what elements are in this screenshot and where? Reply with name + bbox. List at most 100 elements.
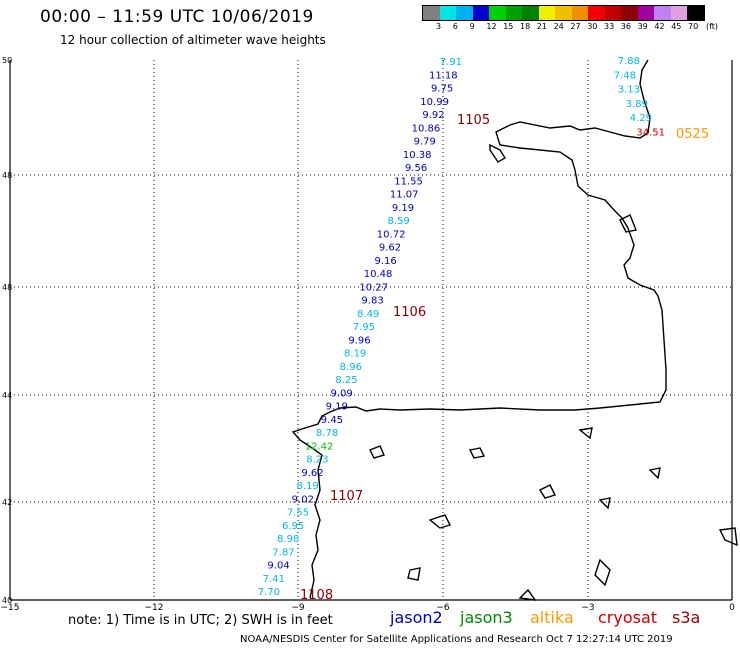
swh-value: 11.18 (429, 70, 458, 81)
swh-value: 9.96 (348, 335, 370, 346)
swh-value: 7.41 (263, 574, 285, 585)
swh-value: 9.92 (422, 110, 444, 121)
lat-label: 48 (2, 283, 12, 292)
scale-label: 3 (436, 22, 442, 31)
swh-value: 10.27 (359, 282, 388, 293)
scale-label: 39 (637, 22, 648, 31)
coast-channel (489, 143, 506, 163)
swh-value: 10.48 (364, 269, 393, 280)
scale-label: 70 (688, 22, 699, 31)
scale-swatch (687, 6, 704, 20)
coast-lake-10 (598, 497, 611, 510)
swh-value: 9.02 (292, 494, 314, 505)
swh-value: 11.55 (394, 176, 423, 187)
coast-lake-8 (578, 427, 593, 440)
legend-item-jason2: jason2 (390, 608, 443, 627)
swh-value: 9.19 (392, 203, 414, 214)
swh-value: 6.95 (282, 521, 304, 532)
map-title: 00:00 – 11:59 UTC 10/06/2019 (40, 7, 314, 27)
legend-item-jason3: jason3 (460, 608, 513, 627)
coast-lake-3 (518, 588, 537, 601)
swh-value: 3.89 (626, 99, 648, 110)
scale-label: 9 (469, 22, 475, 31)
swh-value: 7.95 (353, 322, 375, 333)
swh-value: 9.83 (361, 296, 383, 307)
lon-label: −3 (581, 603, 594, 613)
scale-label: 15 (503, 22, 514, 31)
swh-value: 8.19 (297, 481, 319, 492)
swh-value: 34.51 (636, 128, 665, 139)
coastline (291, 59, 738, 601)
swh-value: 9.45 (321, 415, 343, 426)
pass-label: 1105 (457, 113, 490, 128)
scale-label: 24 (553, 22, 564, 31)
pass-label: 1108 (300, 588, 333, 603)
swh-value: 7.70 (258, 587, 280, 598)
longitude-labels: −15 −12 −9 −6 −3 0 (1, 603, 736, 613)
scale-label: 18 (520, 22, 531, 31)
lon-label: 0 (729, 603, 735, 613)
swh-value: 9.56 (405, 163, 427, 174)
swh-value: 10.86 (412, 123, 441, 134)
scale-swatch (571, 6, 588, 20)
swh-value: 8.23 (306, 455, 328, 466)
scale-label: 42 (654, 22, 665, 31)
swh-value: 8.78 (316, 428, 338, 439)
pass-label: 1106 (393, 305, 426, 320)
scale-label: 27 (570, 22, 581, 31)
scale-swatch (588, 6, 605, 20)
swh-value: 8.59 (388, 216, 410, 227)
map-frame (9, 60, 733, 601)
swh-value: 9.79 (414, 137, 436, 148)
scale-swatch (555, 6, 572, 20)
swh-value: 7.91 (440, 57, 462, 68)
swh-value: 8.49 (357, 309, 379, 320)
scale-label: 36 (620, 22, 631, 31)
graticule-grid (10, 60, 732, 600)
lat-label: 48 (2, 171, 12, 180)
scale-swatch (505, 6, 522, 20)
scale-label: 6 (452, 22, 458, 31)
swh-value: 9.19 (326, 402, 348, 413)
scale-swatch (621, 6, 638, 20)
legend-item-s3a: s3a (672, 608, 701, 627)
coast-lake-4 (407, 567, 421, 581)
scale-swatch (439, 6, 456, 20)
swh-value: 10.99 (420, 97, 449, 108)
lon-label: −6 (436, 603, 450, 613)
swh-value: 12.42 (305, 441, 334, 452)
swh-value: 8.25 (335, 375, 357, 386)
swh-value: 9.09 (330, 388, 352, 399)
lon-label: −9 (291, 603, 305, 613)
latitude-labels: 50 48 48 44 42 40 (2, 56, 12, 605)
swh-value: 8.96 (340, 362, 362, 373)
swh-value: 8.98 (277, 534, 299, 545)
pass-label: 1107 (330, 489, 363, 504)
swh-value: 3.13 (618, 85, 640, 96)
lat-label: 42 (2, 498, 12, 507)
swh-value: 7.55 (287, 508, 309, 519)
coast-lake-2 (538, 484, 556, 499)
scale-swatch (522, 6, 539, 20)
swh-value: 9.75 (431, 84, 453, 95)
scale-label: 45 (671, 22, 682, 31)
scale-swatch (489, 6, 506, 20)
swh-value: 9.16 (374, 256, 396, 267)
swh-value: 7.88 (618, 56, 640, 67)
scale-unit: (ft) (706, 22, 719, 31)
scale-swatch (538, 6, 555, 20)
scale-label: 12 (486, 22, 497, 31)
coast-lake-5 (648, 467, 661, 480)
scale-swatch (456, 6, 473, 20)
color-scale (422, 5, 705, 21)
credit-line: NOAA/NESDIS Center for Satellite Applica… (240, 634, 673, 645)
swh-value: 10.38 (403, 150, 432, 161)
scale-label: 21 (536, 22, 547, 31)
coast-lake-6 (369, 445, 385, 459)
coast-lake-1 (428, 514, 451, 529)
swh-value: 10.72 (377, 229, 406, 240)
scale-swatch (654, 6, 671, 20)
swh-value: 9.62 (379, 243, 401, 254)
pass-label: 0525 (676, 127, 709, 142)
